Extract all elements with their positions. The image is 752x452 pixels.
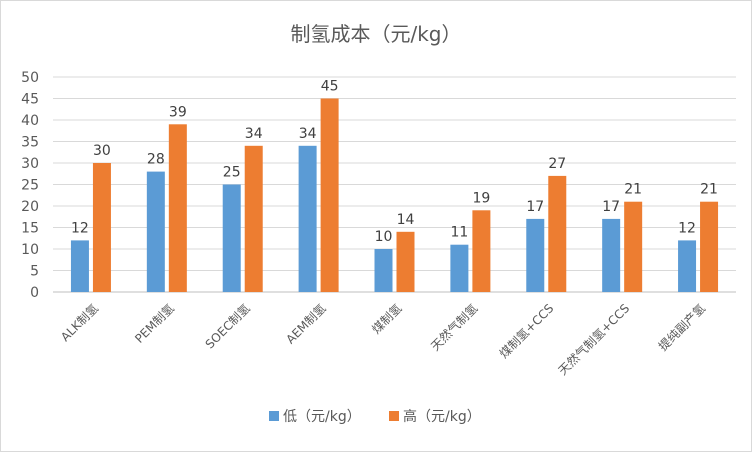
data-label-high-6: 27 [548, 156, 566, 172]
y-tick-label-5: 5 [30, 264, 39, 280]
y-tick-label-20: 20 [21, 199, 39, 215]
data-label-low-5: 11 [450, 225, 468, 241]
bar-low-5 [450, 244, 469, 292]
data-label-high-0: 30 [93, 143, 111, 159]
bar-low-8 [678, 240, 697, 292]
bar-high-7 [624, 201, 643, 292]
bar-high-5 [472, 210, 491, 292]
x-category-label-0: ALK制氢 [57, 301, 101, 345]
bar-high-4 [396, 231, 415, 292]
bar-low-1 [146, 171, 165, 292]
y-tick-label-10: 10 [21, 242, 39, 258]
data-label-high-5: 19 [472, 190, 490, 206]
x-category-label-2: SOEC制氢 [202, 301, 253, 352]
data-label-low-7: 17 [602, 199, 620, 215]
bar-high-0 [92, 163, 111, 292]
bar-high-6 [548, 175, 567, 292]
data-label-low-0: 12 [71, 220, 89, 236]
bar-high-1 [168, 124, 187, 292]
y-tick-label-15: 15 [21, 221, 39, 237]
data-label-high-4: 14 [397, 212, 415, 228]
data-label-high-2: 34 [245, 126, 263, 142]
data-label-high-3: 45 [321, 79, 339, 95]
bar-high-2 [244, 145, 263, 292]
y-tick-label-50: 50 [21, 70, 39, 86]
x-category-label-3: AEM制氢 [283, 301, 329, 347]
bar-high-3 [320, 98, 339, 292]
y-tick-label-0: 0 [30, 285, 39, 301]
legend-label-high: 高（元/kg） [403, 408, 481, 425]
bars [70, 98, 719, 292]
data-label-low-6: 17 [526, 199, 544, 215]
x-axis: ALK制氢 PEM制氢 SOEC制氢 AEM制氢 煤制氢 天然气制氢 煤制氢+CCS 天然气制… [57, 301, 708, 378]
data-label-high-8: 21 [700, 182, 718, 198]
data-label-low-8: 12 [678, 220, 696, 236]
legend-swatch-high [389, 411, 399, 421]
x-category-label-8: 提纯副产氢 [655, 301, 708, 354]
bar-high-8 [700, 201, 719, 292]
bar-low-7 [602, 218, 621, 292]
data-label-low-1: 28 [147, 152, 165, 168]
bar-low-6 [526, 218, 545, 292]
legend-label-low: 低（元/kg） [283, 409, 361, 425]
data-label-low-3: 34 [299, 126, 317, 142]
data-label-low-4: 10 [375, 229, 393, 245]
y-tick-label-25: 25 [21, 178, 39, 194]
data-label-high-7: 21 [624, 182, 642, 198]
legend: 低（元/kg） 高（元/kg） [269, 408, 481, 425]
data-label-high-1: 39 [169, 104, 187, 120]
y-tick-label-45: 45 [21, 92, 39, 108]
x-category-label-1: PEM制氢 [132, 301, 177, 346]
data-label-low-2: 25 [223, 165, 241, 181]
chart-title: 制氢成本（元/kg） [290, 22, 461, 46]
x-category-label-7: 天然气制氢+CCS [555, 301, 632, 378]
bar-low-4 [374, 249, 393, 292]
y-tick-label-40: 40 [21, 113, 39, 129]
y-tick-label-30: 30 [21, 156, 39, 172]
x-category-label-4: 煤制氢 [369, 301, 405, 337]
gridlines [53, 76, 736, 293]
x-category-label-5: 天然气制氢 [427, 301, 480, 354]
y-axis: 0 5 10 15 20 25 30 35 40 45 50 [21, 70, 39, 301]
legend-swatch-low [269, 411, 279, 421]
x-category-label-6: 煤制氢+CCS [496, 301, 556, 361]
bar-low-3 [298, 145, 317, 292]
y-tick-label-35: 35 [21, 135, 39, 151]
bar-low-2 [222, 184, 241, 292]
bar-low-0 [70, 240, 89, 292]
